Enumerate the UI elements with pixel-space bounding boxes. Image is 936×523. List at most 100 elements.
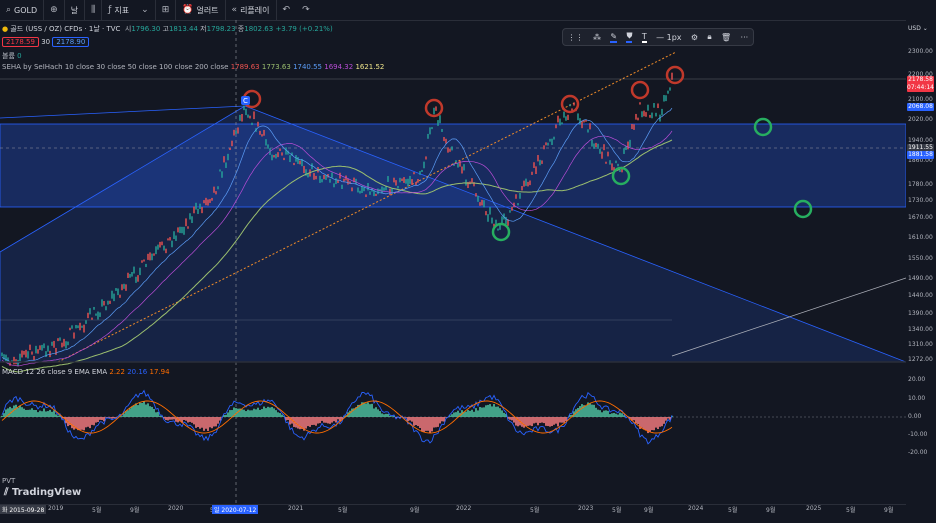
macd-bar bbox=[37, 412, 39, 417]
time-tick: 9월 bbox=[884, 505, 893, 514]
candle bbox=[33, 356, 34, 360]
macd-bar bbox=[337, 417, 339, 419]
price-chart[interactable]: C bbox=[0, 20, 906, 504]
fill-color-icon[interactable]: ⛊ bbox=[626, 31, 632, 43]
redo-button[interactable]: ↷ bbox=[296, 0, 316, 20]
macd-bar bbox=[207, 417, 209, 431]
symbol-title[interactable]: 골드 (USS / OZ) CFDs · 1날 · TVC bbox=[10, 25, 120, 33]
drag-handle-icon[interactable]: ⋮⋮ bbox=[568, 33, 584, 42]
macd-bar bbox=[17, 408, 19, 417]
macd-bar bbox=[599, 410, 601, 417]
macd-legend[interactable]: MACD 12 26 close 9 EMA EMA 2.22 20.16 17… bbox=[2, 368, 170, 376]
macd-bar bbox=[365, 403, 367, 417]
candle bbox=[369, 191, 370, 194]
candle bbox=[399, 178, 400, 183]
trash-icon[interactable]: 🗑︎ bbox=[721, 33, 731, 42]
macd-bar bbox=[509, 417, 511, 420]
macd-bar bbox=[541, 417, 543, 423]
candle bbox=[363, 187, 364, 191]
macd-bar bbox=[483, 407, 485, 417]
macd-bar bbox=[3, 413, 5, 417]
macd-bar bbox=[545, 417, 547, 426]
candle bbox=[417, 179, 418, 183]
macd-bar bbox=[417, 417, 419, 426]
price-tick: 1272.00 bbox=[906, 356, 936, 363]
indicators-label: 지표 bbox=[114, 5, 129, 16]
macd-bar bbox=[121, 416, 123, 417]
candle bbox=[215, 191, 216, 194]
more-icon[interactable]: ··· bbox=[741, 33, 749, 42]
chart-type-button[interactable]: ⫼ bbox=[85, 0, 102, 20]
ask-price[interactable]: 2178.90 bbox=[52, 37, 89, 47]
layout-button[interactable]: ⊞ bbox=[156, 0, 177, 20]
macd-bar bbox=[33, 410, 35, 417]
candle bbox=[183, 227, 184, 235]
candle bbox=[315, 176, 316, 179]
pvt-legend[interactable]: PVT bbox=[2, 477, 15, 485]
candle bbox=[207, 199, 208, 205]
candle bbox=[271, 155, 272, 161]
bid-price[interactable]: 2178.59 bbox=[2, 37, 39, 47]
macd-bar bbox=[465, 412, 467, 417]
macd-bar bbox=[159, 416, 161, 417]
candle bbox=[103, 301, 104, 305]
candle bbox=[393, 178, 394, 183]
text-color-icon[interactable]: T bbox=[642, 32, 647, 43]
macd-bar bbox=[617, 415, 619, 417]
candle bbox=[37, 349, 38, 353]
candle bbox=[439, 115, 440, 123]
lock-icon[interactable]: 🔒︎ bbox=[707, 32, 711, 42]
candle bbox=[313, 173, 314, 180]
candle bbox=[539, 160, 540, 165]
candle bbox=[457, 163, 458, 168]
macd-bar bbox=[1, 416, 3, 417]
template-icon[interactable]: ⁂ bbox=[593, 33, 601, 42]
undo-button[interactable]: ↶ bbox=[277, 0, 297, 20]
candle bbox=[39, 345, 40, 350]
ma-indicator-name[interactable]: SEHA by SeIHach 10 close 30 close 50 clo… bbox=[2, 63, 228, 71]
candle bbox=[623, 148, 624, 154]
spread-value: 30 bbox=[41, 38, 50, 46]
candle bbox=[639, 102, 640, 104]
macd-bar bbox=[451, 414, 453, 417]
candle bbox=[277, 152, 278, 157]
candle bbox=[339, 173, 340, 179]
macd-bar bbox=[429, 417, 431, 433]
replay-button[interactable]: «리플레이 bbox=[226, 0, 277, 20]
candle bbox=[95, 314, 96, 316]
candle bbox=[209, 199, 210, 203]
symbol-search[interactable]: ⌕GOLD bbox=[0, 0, 44, 20]
macd-bar bbox=[369, 404, 371, 417]
alert-button[interactable]: ⏰얼러트 bbox=[176, 0, 225, 20]
candle bbox=[223, 156, 224, 162]
line-width-button[interactable]: — 1px bbox=[656, 33, 681, 42]
time-tick: 2025 bbox=[806, 505, 821, 512]
macd-bar bbox=[79, 417, 81, 430]
currency-selector[interactable]: USD ⌄ bbox=[908, 25, 928, 32]
start-date-label: 화 2015-09-28 bbox=[0, 505, 46, 514]
add-symbol-button[interactable]: ⊕ bbox=[44, 0, 65, 20]
macd-bar bbox=[55, 414, 57, 417]
macd-bar bbox=[503, 413, 505, 417]
candle bbox=[91, 318, 92, 320]
interval-button[interactable]: 날 bbox=[65, 0, 85, 20]
candle bbox=[591, 140, 592, 147]
settings-icon[interactable]: ⚙ bbox=[691, 33, 698, 42]
templates-button[interactable]: ⌄ bbox=[135, 0, 156, 20]
candle bbox=[449, 149, 450, 152]
candle bbox=[447, 147, 448, 152]
price-tick: 1670.00 bbox=[906, 214, 936, 221]
macd-bar bbox=[665, 417, 667, 421]
macd-bar bbox=[209, 417, 211, 427]
macd-bar bbox=[591, 405, 593, 417]
candle bbox=[19, 354, 20, 361]
candle bbox=[75, 325, 76, 328]
pvt-label: PVT bbox=[2, 477, 15, 485]
macd-bar bbox=[93, 417, 95, 425]
macd-bar bbox=[317, 417, 319, 424]
time-tick: 9월 bbox=[766, 505, 775, 514]
macd-bar bbox=[45, 411, 47, 417]
candle bbox=[475, 193, 476, 196]
line-color-icon[interactable]: ✎ bbox=[610, 32, 617, 43]
